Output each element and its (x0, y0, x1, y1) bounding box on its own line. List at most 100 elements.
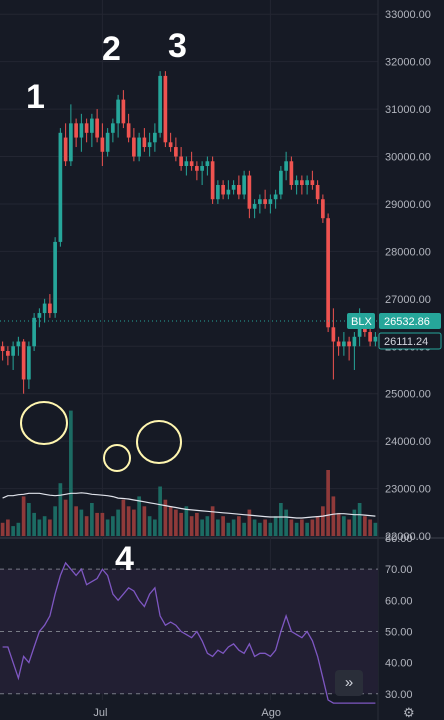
candle-body (189, 161, 194, 167)
candle-body (163, 75, 168, 143)
volume-bar (216, 519, 220, 536)
volume-bar (95, 512, 99, 536)
candle-body (58, 132, 63, 242)
volume-bar (168, 506, 173, 536)
candle-body (347, 341, 351, 347)
candle-body (168, 142, 173, 148)
volume-bar (58, 483, 63, 536)
volume-bar (53, 506, 57, 536)
volume-bar (105, 519, 110, 536)
volume-bar (210, 506, 215, 536)
candle-body (326, 218, 330, 328)
annotation-circle (103, 444, 131, 472)
volume-bar (279, 503, 283, 536)
candle-body (116, 99, 120, 124)
rsi-y-tick-label: 40.00 (385, 658, 413, 670)
y-tick-label: 29000.00 (385, 199, 431, 211)
volume-bar (42, 516, 47, 536)
candle-body (273, 194, 278, 200)
candle-body (0, 346, 5, 352)
volume-bar (268, 522, 273, 536)
candle-body (263, 199, 267, 204)
volume-bar (294, 522, 299, 536)
candle-body (247, 175, 252, 209)
candle-body (195, 166, 199, 171)
annotation-circle (136, 420, 182, 464)
volume-bar (32, 512, 36, 536)
volume-bar (284, 509, 288, 536)
candle-body (121, 99, 126, 124)
volume-bar (84, 516, 89, 536)
candle-body (84, 123, 89, 133)
candle-body (21, 341, 26, 380)
candle-body (32, 317, 36, 347)
candle-body (231, 184, 236, 190)
volume-bar (163, 499, 168, 536)
y-tick-label: 30000.00 (385, 152, 431, 164)
candle-body (16, 341, 21, 347)
volume-bar (48, 519, 52, 536)
annotation-number: 4 (115, 540, 134, 578)
candle-body (6, 351, 10, 356)
rsi-y-tick-label: 80.00 (385, 533, 413, 545)
y-tick-label: 28000.00 (385, 246, 431, 258)
scroll-to-realtime-button[interactable]: » (335, 670, 363, 696)
y-tick-label: 25000.00 (385, 389, 431, 401)
volume-bar (252, 519, 257, 536)
annotation-circle (20, 401, 68, 445)
volume-bar (153, 519, 157, 536)
volume-bar (368, 519, 372, 536)
volume-bar (158, 486, 162, 536)
volume-bar (116, 509, 120, 536)
candle-body (252, 203, 257, 209)
candle-body (79, 123, 84, 138)
volume-bar (0, 522, 5, 536)
candle-body (205, 161, 210, 167)
candle-body (142, 137, 147, 148)
price-tag-symbol-bg (347, 312, 375, 329)
volume-bar (74, 506, 78, 536)
candle-body (279, 170, 283, 195)
candle-body (268, 199, 273, 204)
candle-body (95, 118, 99, 138)
annotation-number: 3 (168, 27, 187, 65)
candle-body (158, 75, 162, 133)
candle-body (237, 184, 241, 195)
gear-icon[interactable]: ⚙ (403, 705, 415, 720)
volume-bar (21, 496, 26, 536)
volume-bar (321, 506, 325, 536)
y-tick-label: 32000.00 (385, 57, 431, 69)
volume-bar (179, 512, 183, 536)
candle-body (27, 346, 31, 380)
candle-body (132, 137, 136, 157)
annotation-number: 1 (26, 78, 45, 116)
price-tag-value: 26532.86 (384, 316, 430, 328)
x-tick-label: Ago (261, 707, 281, 719)
volume-bar (63, 499, 68, 536)
volume-bar (100, 512, 105, 536)
candle-body (284, 161, 288, 171)
y-tick-label: 31000.00 (385, 104, 431, 116)
candle-body (100, 137, 105, 152)
secondary-tag-bg (378, 332, 442, 350)
volume-bar (16, 522, 21, 536)
volume-bar (237, 516, 241, 536)
candle-body (48, 303, 52, 314)
volume-bar (258, 522, 262, 536)
candle-body (153, 132, 157, 143)
candle-body (137, 137, 141, 157)
volume-bar (11, 526, 15, 536)
y-tick-label: 27000.00 (385, 294, 431, 306)
price-tag-symbol: BLX (351, 316, 372, 328)
annotation-number: 2 (102, 30, 121, 68)
candle-body (331, 327, 336, 342)
candle-body (184, 161, 189, 167)
candle-body (11, 346, 15, 356)
candle-body (90, 118, 94, 133)
candle-body (342, 341, 346, 347)
volume-bar (263, 519, 267, 536)
volume-bar (352, 509, 357, 536)
volume-bar (363, 516, 367, 536)
candle-body (242, 175, 246, 195)
